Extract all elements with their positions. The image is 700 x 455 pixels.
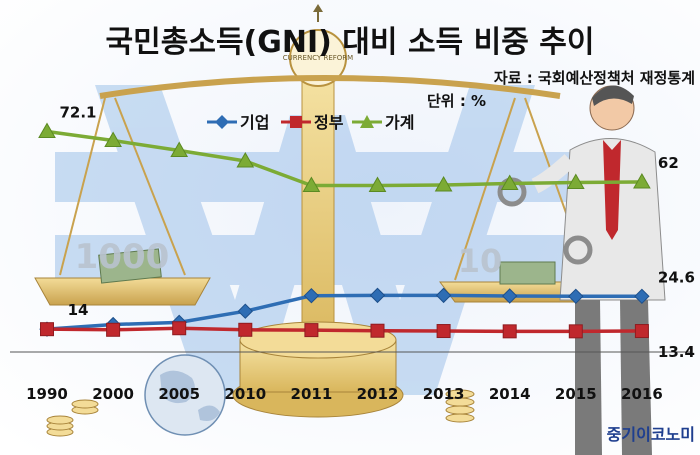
legend-label-government: 정부: [314, 113, 344, 132]
chart-source: 자료 : 국회예산정책처 재정통계: [494, 69, 695, 87]
data-point: [568, 288, 584, 305]
data-point: [633, 172, 651, 189]
coin-stacks: [46, 389, 475, 437]
chart-title: 국민총소득(GNI) 대비 소득 비중 추이: [106, 25, 595, 60]
right-pan-weight: 10: [458, 242, 503, 280]
left-pan-weight: 1000: [75, 237, 170, 277]
x-tick-label: 2013: [423, 385, 465, 403]
data-point: [568, 324, 583, 339]
data-point: [634, 324, 649, 339]
legend-item-government: 정부: [281, 113, 344, 132]
series-line: [46, 293, 642, 331]
data-point: [500, 174, 519, 190]
data-label: 24.6: [658, 268, 695, 286]
scale-beam: [99, 75, 561, 99]
x-tick-label: 2005: [158, 385, 200, 403]
brand-logo: 중기이코노미: [607, 425, 695, 444]
plot-area: 1990 2000 2005 2010 2011 2012 2013 2014 2015 2016…: [26, 104, 695, 404]
chart-legend: 기업 정부 가계: [207, 113, 414, 132]
x-tick-label: 2014: [489, 385, 531, 403]
scale-left-pan: 1000: [34, 97, 211, 306]
data-point: [238, 322, 253, 337]
data-point: [104, 131, 122, 147]
chart-unit: 단위 : %: [427, 92, 486, 110]
data-label: 62: [658, 154, 679, 172]
data-point: [368, 176, 387, 192]
series-line: [46, 326, 642, 334]
data-point: [302, 176, 321, 192]
x-tick-label: 2015: [555, 385, 597, 403]
data-point: [236, 151, 255, 168]
data-point: [106, 322, 121, 337]
data-label: 14: [68, 301, 89, 319]
data-point: [237, 303, 254, 319]
x-tick-label: 2011: [291, 385, 333, 403]
legend-label-household: 가계: [385, 113, 414, 132]
legend-item-corporate: 기업: [207, 113, 269, 132]
data-point: [304, 323, 319, 338]
legend-label-corporate: 기업: [240, 113, 269, 132]
data-point: [436, 324, 451, 339]
data-point: [634, 288, 650, 305]
data-point: [38, 122, 56, 138]
data-point: [435, 287, 452, 304]
data-point: [370, 323, 385, 338]
data-point: [502, 324, 517, 339]
data-label: 72.1: [59, 104, 96, 122]
x-tick-label: 1990: [26, 385, 68, 403]
data-point: [501, 288, 518, 304]
pillar-sign-text: CURRENCY REFORM: [283, 54, 353, 62]
x-tick-label: 2012: [357, 385, 399, 403]
data-point: [40, 322, 54, 337]
globe-graphic: [144, 354, 226, 436]
series-line: [46, 129, 642, 188]
x-tick-label: 2000: [92, 385, 134, 403]
data-point: [434, 175, 453, 192]
data-point: [369, 287, 386, 304]
data-point: [566, 173, 585, 189]
data-point: [172, 321, 187, 336]
x-tick-label: 2016: [621, 385, 663, 403]
data-point: [303, 287, 320, 304]
data-label: 13.4: [658, 343, 695, 361]
data-point: [170, 141, 189, 157]
x-tick-label: 2010: [224, 385, 266, 403]
legend-item-household: 가계: [352, 113, 414, 132]
